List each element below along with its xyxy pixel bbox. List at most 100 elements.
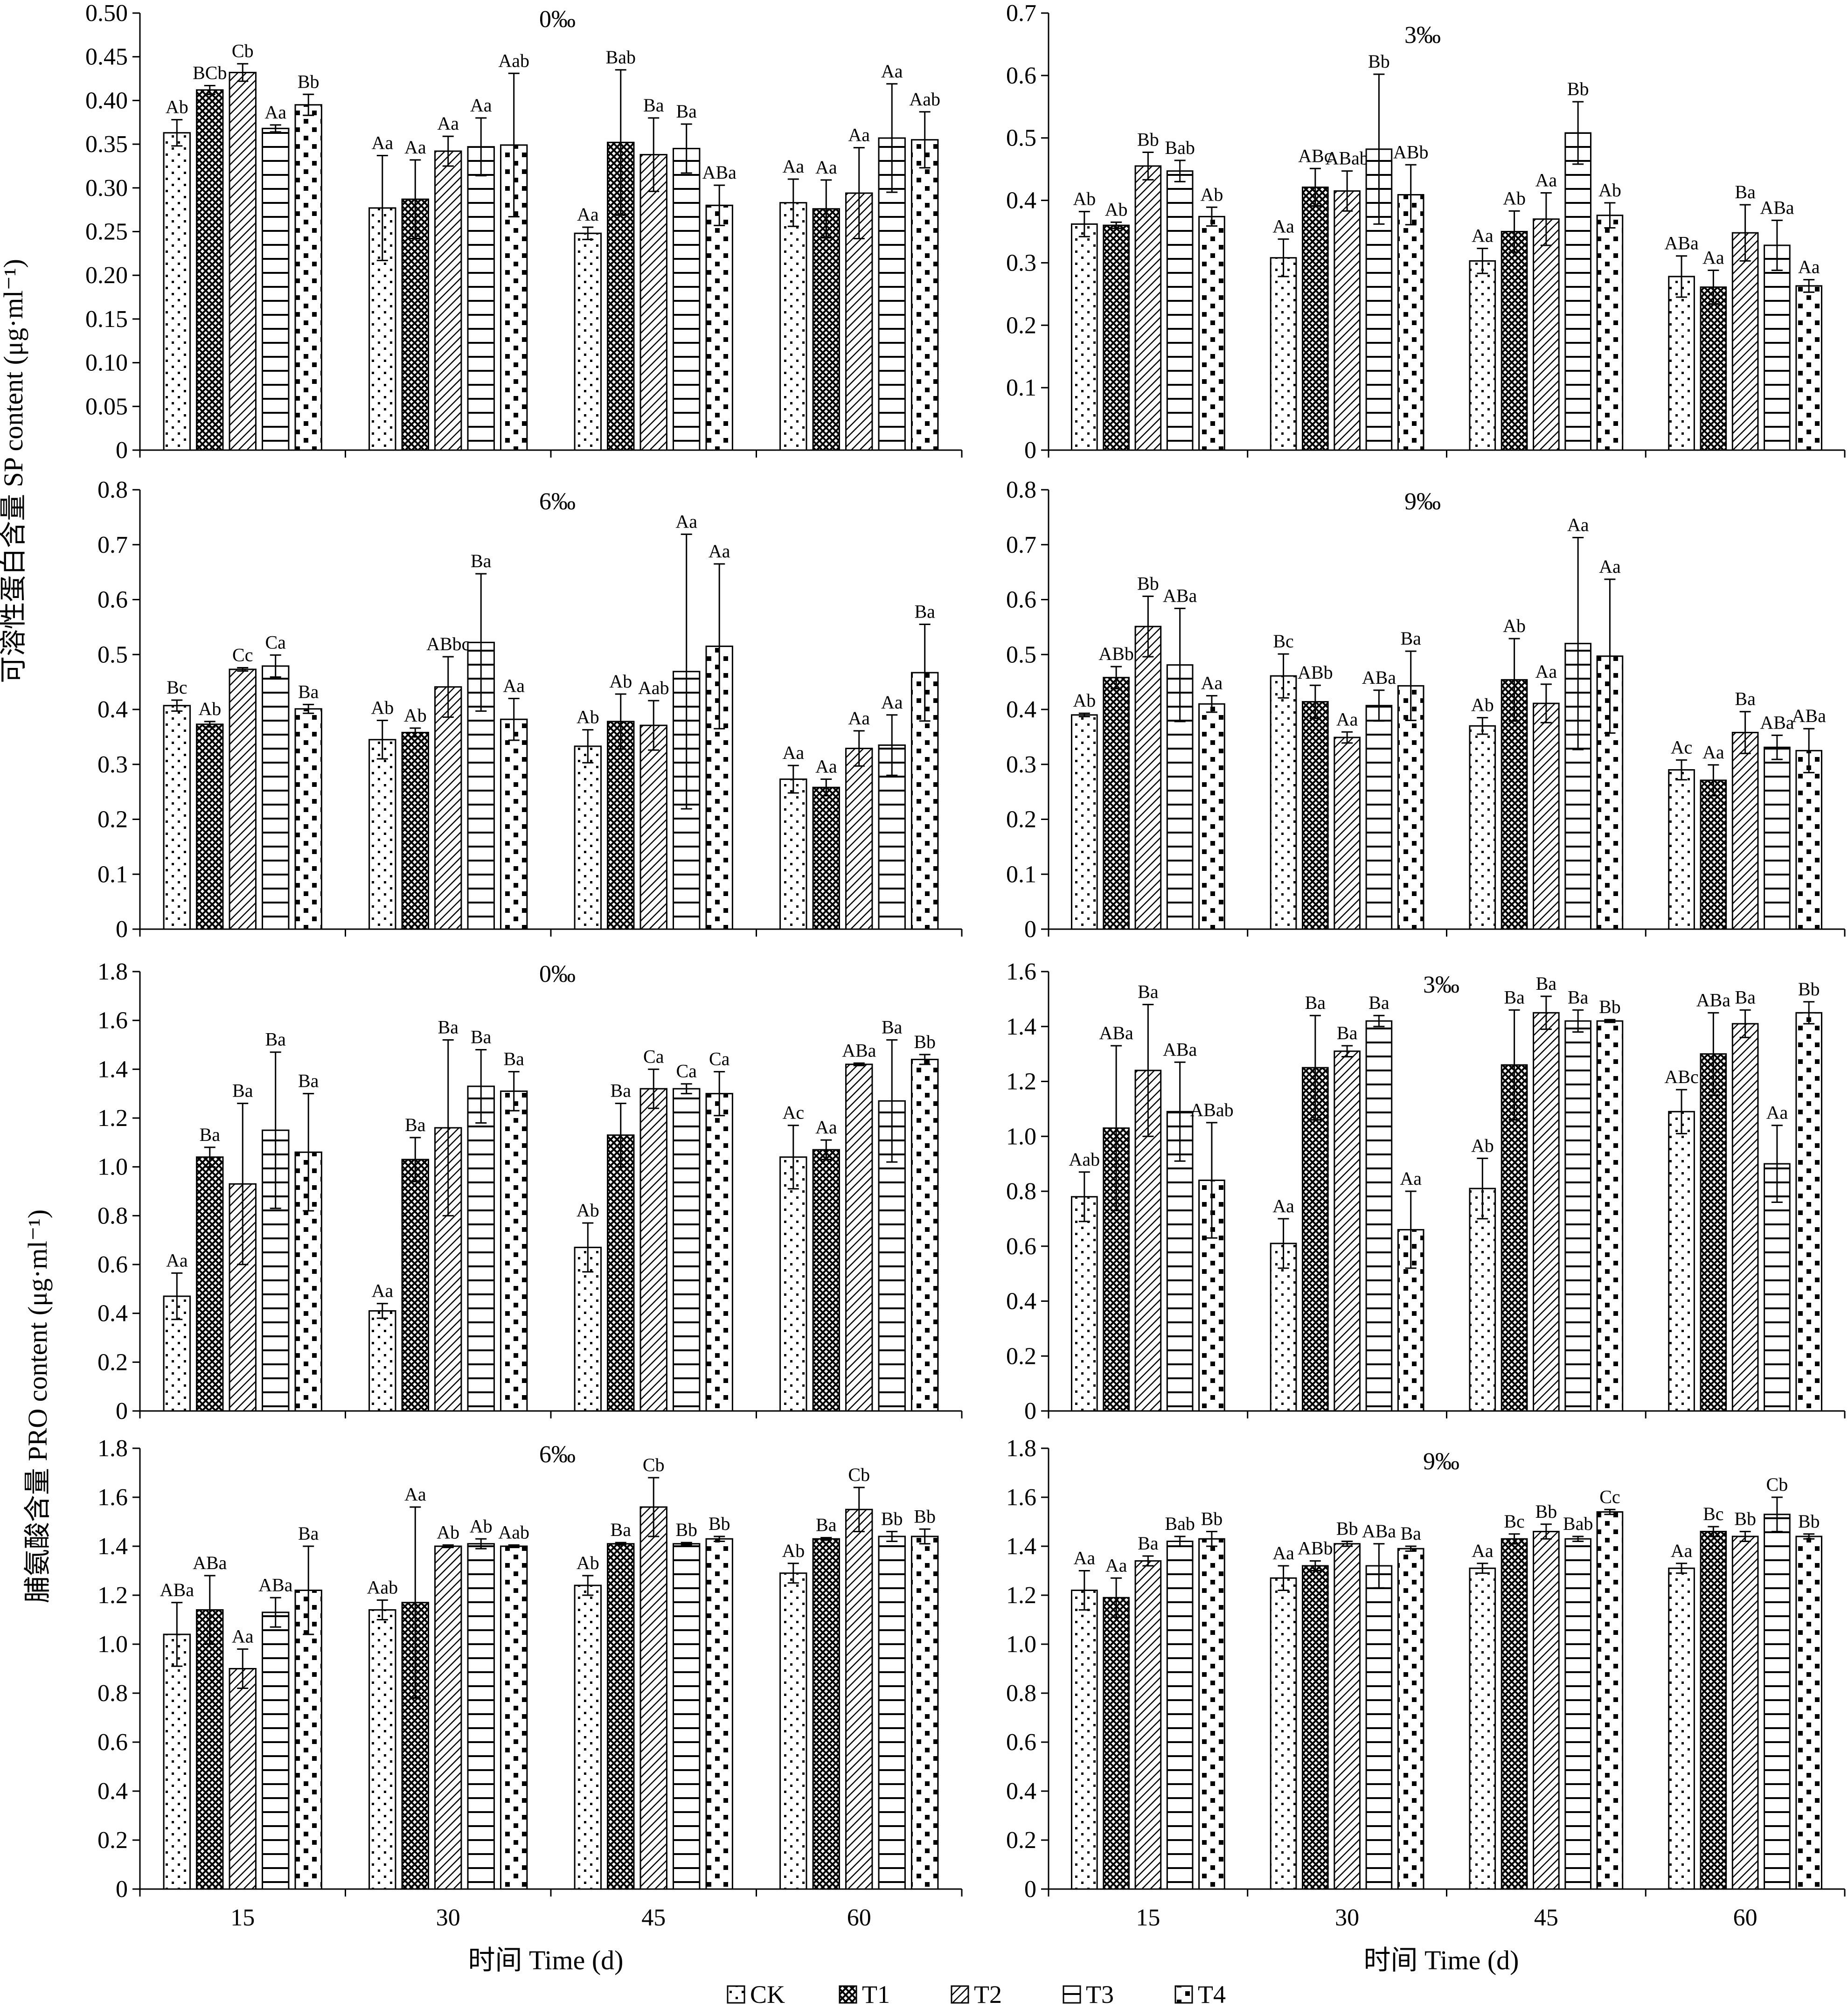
y-axis-label-bottom: 脯氨酸含量 PRO content (μg·ml⁻¹): [22, 1209, 53, 1603]
bar-t3-day45: [673, 1088, 701, 1412]
bar-t4-day60: [1795, 750, 1822, 930]
bar-t3-day60: [1764, 1514, 1791, 1890]
panel-8: 0 0.2 0.4 0.6 0.8 1.0 1.2 1.4 1.6 1.8 Aa Aa Ba Bab Bb 1…: [1006, 1435, 1846, 1931]
bar-t4-day15: [294, 1590, 322, 1890]
significance-label: Bb: [914, 1031, 936, 1052]
y-tick-label: 0.6: [1006, 63, 1036, 89]
bar-t4-day60: [1795, 1012, 1822, 1412]
bar-t1-day15: [196, 1156, 224, 1412]
significance-label: Ab: [1471, 1135, 1494, 1156]
significance-label: Bb: [1535, 1501, 1557, 1522]
significance-label: Ba: [298, 681, 319, 702]
y-tick-label: 0.4: [1006, 1778, 1036, 1805]
significance-label: Aa: [1272, 1542, 1294, 1563]
significance-label: ABa: [842, 1040, 876, 1061]
panel-5: 0 0.2 0.4 0.6 0.8 1.0 1.2 1.4 1.6 1.8 Aa Ba Ba Ba Ba Aa…: [97, 959, 963, 1424]
significance-label: Bb: [914, 1506, 936, 1527]
bar-t2-day45: [1533, 1012, 1560, 1412]
y-tick-label: 0.30: [85, 175, 128, 201]
panel-title: 0‰: [539, 961, 576, 987]
y-tick-label: 0: [1024, 1876, 1036, 1903]
panel-6: 00.20.40.60.81.01.21.41.6AabABaBaABaABab…: [1006, 959, 1846, 1424]
bar-t1-day60: [1700, 1531, 1727, 1890]
bar-t4-day45: [1596, 1511, 1624, 1890]
bar-t1-day60: [812, 1149, 840, 1412]
y-tick-label: 0.7: [97, 532, 128, 558]
bar-ck-day60: [1668, 276, 1695, 451]
significance-label: Ba: [438, 1017, 459, 1038]
y-tick-label: 0.4: [1006, 696, 1036, 723]
significance-label: Ca: [643, 1046, 664, 1067]
significance-label: Ba: [471, 1026, 492, 1047]
bar-t3-day45: [1564, 1538, 1591, 1890]
significance-label: Bc: [1703, 1503, 1723, 1524]
significance-label: Aa: [470, 95, 492, 116]
significance-label: Aa: [1766, 1102, 1788, 1123]
y-tick-label: 0.3: [97, 751, 128, 778]
significance-label: ABa: [1760, 712, 1794, 733]
bar-t4-day45: [1596, 215, 1624, 451]
significance-label: Bb: [709, 1513, 730, 1534]
significance-label: Ca: [709, 1049, 730, 1070]
significance-label: ABbc: [426, 633, 470, 654]
significance-label: Ba: [611, 1519, 632, 1540]
significance-label: Ab: [577, 707, 599, 728]
bar-ck-day45: [1469, 725, 1496, 930]
y-tick-label: 1.2: [1006, 1069, 1036, 1095]
bar-ck-day30: [1270, 1577, 1297, 1890]
legend-item-t3: T3: [1063, 1980, 1114, 2008]
significance-label: Bb: [1201, 1508, 1223, 1529]
bar-t2-day15: [1134, 625, 1162, 930]
significance-label: Ba: [1400, 1523, 1421, 1544]
significance-label: ABab: [1190, 1099, 1233, 1120]
bar-t4-day45: [1596, 1020, 1624, 1412]
y-tick-label: 1.4: [1006, 1533, 1036, 1560]
y-tick-label: 0.45: [85, 44, 128, 70]
bar-t4-day60: [1795, 285, 1822, 451]
legend-swatch-t4: [1174, 1985, 1193, 2004]
y-tick-label: 1.4: [97, 1056, 128, 1083]
y-tick-label: 1.6: [1006, 959, 1036, 985]
panel-title: 6‰: [539, 1441, 576, 1468]
significance-label: Aa: [1702, 742, 1724, 763]
bar-t1-day30: [1302, 1565, 1329, 1890]
significance-label: Aa: [675, 511, 697, 532]
bar-t1-day15: [196, 1609, 224, 1890]
y-tick-label: 0.6: [1006, 1729, 1036, 1756]
panel-1: 0 0.05 0.10 0.15 0.20 0.25 0.30 0.35 0.40 0.45 0.5…: [85, 0, 963, 464]
bar-t2-day60: [845, 1063, 873, 1412]
legend-label-ck: CK: [750, 1980, 785, 2008]
y-tick-label: 0: [1024, 437, 1036, 464]
y-tick-label: 1.2: [97, 1105, 128, 1132]
y-tick-label: 1.0: [1006, 1123, 1036, 1150]
legend-label-t1: T1: [862, 1980, 890, 2008]
significance-label: ABa: [160, 1579, 195, 1600]
significance-label: Aa: [232, 1626, 254, 1647]
significance-label: Aa: [1702, 247, 1724, 268]
significance-label: Aa: [709, 541, 730, 562]
x-tick-label: 30: [1335, 1904, 1359, 1931]
significance-label: Aa: [503, 675, 525, 696]
significance-label: Bab: [1165, 1513, 1195, 1534]
significance-label: Aa: [437, 113, 459, 134]
significance-label: Ab: [1073, 188, 1096, 209]
significance-label: ABa: [702, 162, 737, 183]
y-tick-label: 0.8: [1006, 1178, 1036, 1205]
significance-label: ABc: [1664, 1066, 1698, 1087]
x-axis-label-left: 时间 Time (d): [468, 1945, 624, 1975]
bar-t2-day30: [434, 686, 462, 930]
y-tick-label: 1.8: [97, 959, 128, 985]
significance-label: ABa: [1099, 1022, 1133, 1043]
bar-t3-day45: [1564, 132, 1591, 451]
y-tick-label: 0.50: [85, 0, 128, 27]
bar-t3-day15: [1166, 664, 1194, 930]
bar-t1-day45: [1501, 231, 1528, 451]
bar-t2-day15: [229, 1668, 257, 1890]
significance-label: Aa: [848, 125, 870, 146]
bar-t2-day45: [1533, 218, 1560, 451]
significance-label: Ab: [1471, 695, 1494, 716]
bar-t4-day15: [1198, 215, 1225, 451]
significance-label: Ba: [265, 1029, 286, 1050]
y-tick-label: 0.2: [1006, 1343, 1036, 1369]
y-tick-label: 1.8: [1006, 1435, 1036, 1462]
